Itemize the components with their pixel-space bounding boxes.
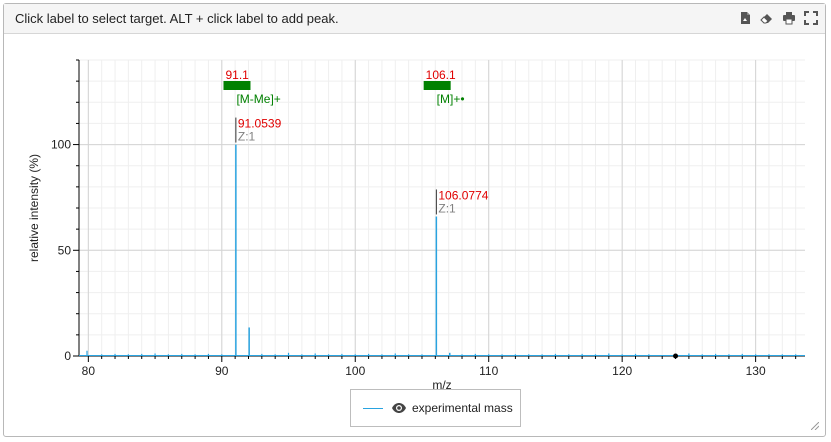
spectrum-series[interactable]: [79, 144, 805, 359]
target-mz-label[interactable]: 91.1: [225, 68, 249, 82]
peak-mz-label[interactable]: 91.0539: [238, 117, 282, 131]
export-image-button[interactable]: [737, 10, 753, 26]
y-tick-label: 0: [64, 349, 71, 363]
peak-charge-label[interactable]: Z:1: [238, 130, 256, 144]
legend-swatch: [363, 407, 383, 409]
axes: 80 90 100 110 120 130 0 50 100: [51, 59, 805, 378]
fullscreen-icon: [804, 11, 818, 25]
legend-label: experimental mass: [412, 401, 513, 415]
x-tick-label: 80: [82, 364, 96, 378]
eye-icon[interactable]: [391, 402, 407, 414]
target-bar[interactable]: [423, 81, 451, 90]
position-marker: [673, 353, 679, 359]
target-mz-label[interactable]: 106.1: [426, 68, 456, 82]
x-tick-label: 100: [345, 364, 365, 378]
panel-header: Click label to select target. ALT + clic…: [4, 4, 825, 34]
instruction-text: Click label to select target. ALT + clic…: [15, 11, 339, 26]
grid: [79, 59, 805, 357]
x-tick-label: 130: [746, 364, 766, 378]
x-tick-label: 90: [215, 364, 229, 378]
resize-grip-icon[interactable]: [811, 422, 819, 430]
export-image-icon: [741, 12, 750, 24]
y-tick-label: 100: [51, 138, 71, 152]
panel-toolbar: [737, 10, 819, 26]
target-bar[interactable]: [223, 81, 251, 90]
peak-charge-label[interactable]: Z:1: [438, 201, 456, 215]
legend[interactable]: experimental mass: [350, 389, 521, 427]
x-tick-label: 120: [612, 364, 632, 378]
x-tick-label: 110: [479, 364, 498, 378]
eraser-icon: [760, 14, 772, 24]
clear-button[interactable]: [759, 10, 775, 26]
print-button[interactable]: [781, 10, 797, 26]
y-tick-label: 50: [58, 243, 72, 257]
annotations[interactable]: 91.0539Z:1106.0774Z:191.1[M-Me]+106.1[M]…: [223, 68, 489, 215]
y-axis-label: relative intensity (%): [27, 154, 41, 262]
x-axis-label: m/z: [432, 378, 451, 392]
print-icon: [783, 12, 795, 25]
target-ion-label[interactable]: [M]+•: [437, 92, 465, 106]
fullscreen-button[interactable]: [803, 10, 819, 26]
peak-mz-label[interactable]: 106.0774: [438, 188, 488, 202]
target-ion-label[interactable]: [M-Me]+: [236, 92, 280, 106]
